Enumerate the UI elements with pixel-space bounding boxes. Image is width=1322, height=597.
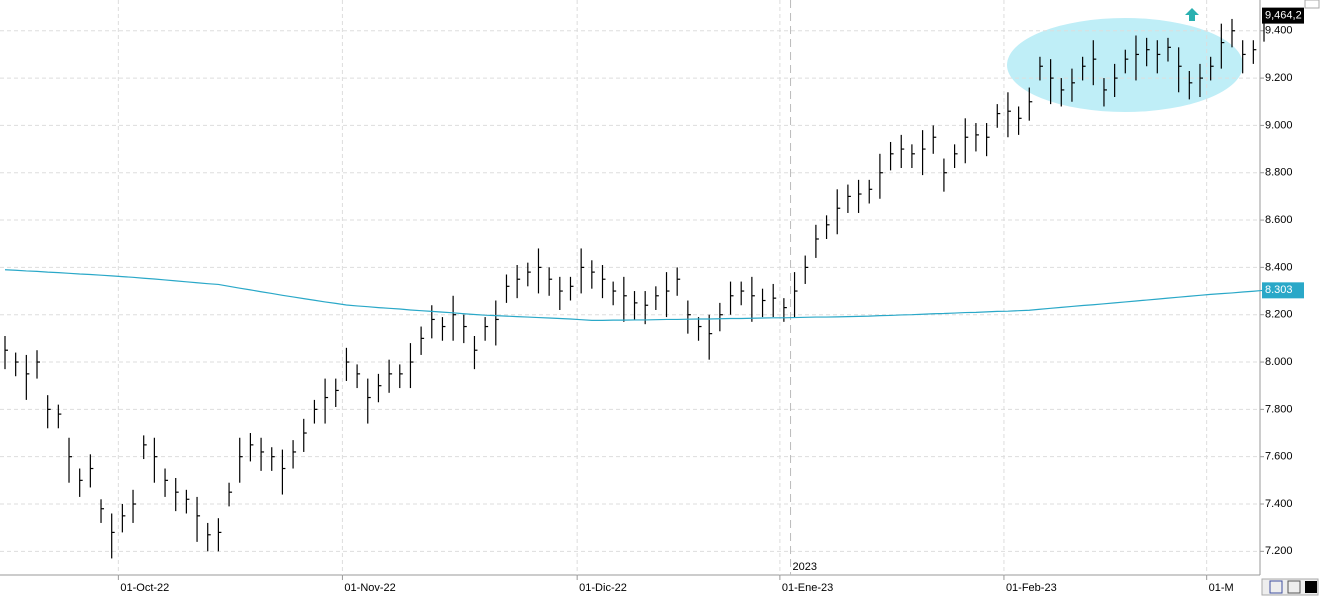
x-tick-label: 01-Feb-23 (1006, 582, 1057, 594)
y-tick-label: 7.400 (1265, 498, 1293, 510)
y-tick-label: 8.800 (1265, 167, 1293, 179)
moving-average-line (4, 269, 1265, 321)
y-tick-label: 8.200 (1265, 309, 1293, 321)
y-tick-label: 7.200 (1265, 545, 1293, 557)
toolbar (1261, 578, 1319, 596)
tool-icon[interactable] (1287, 580, 1301, 594)
y-tick-label: 9.400 (1265, 25, 1293, 37)
y-tick-label: 7.800 (1265, 403, 1293, 415)
up-arrow (1185, 8, 1199, 21)
x-tick-label: 01-Nov-22 (344, 582, 395, 594)
y-tick-label: 8.400 (1265, 261, 1293, 273)
x-tick-label: 01-Dic-22 (579, 582, 627, 594)
y-tick-label: 7.600 (1265, 451, 1293, 463)
last-value-label: 9,464,2 (1265, 10, 1302, 22)
year-label: 2023 (793, 561, 817, 573)
corner-button[interactable] (1304, 0, 1320, 9)
last-value-tag (1262, 7, 1304, 24)
save-icon[interactable] (1269, 580, 1283, 594)
y-tick-label: 8.000 (1265, 356, 1293, 368)
x-tick-label: 01-Oct-22 (120, 582, 169, 594)
x-tick-label: 01-Ene-23 (782, 582, 833, 594)
color-icon[interactable] (1305, 581, 1317, 593)
y-tick-label: 9.000 (1265, 119, 1293, 131)
x-tick-label: 01-M (1209, 582, 1234, 594)
y-tick-label: 8.600 (1265, 214, 1293, 226)
y-tick-label: 9.200 (1265, 72, 1293, 84)
last-value-label: 8.303 (1265, 284, 1293, 296)
last-value-tag (1262, 282, 1304, 299)
